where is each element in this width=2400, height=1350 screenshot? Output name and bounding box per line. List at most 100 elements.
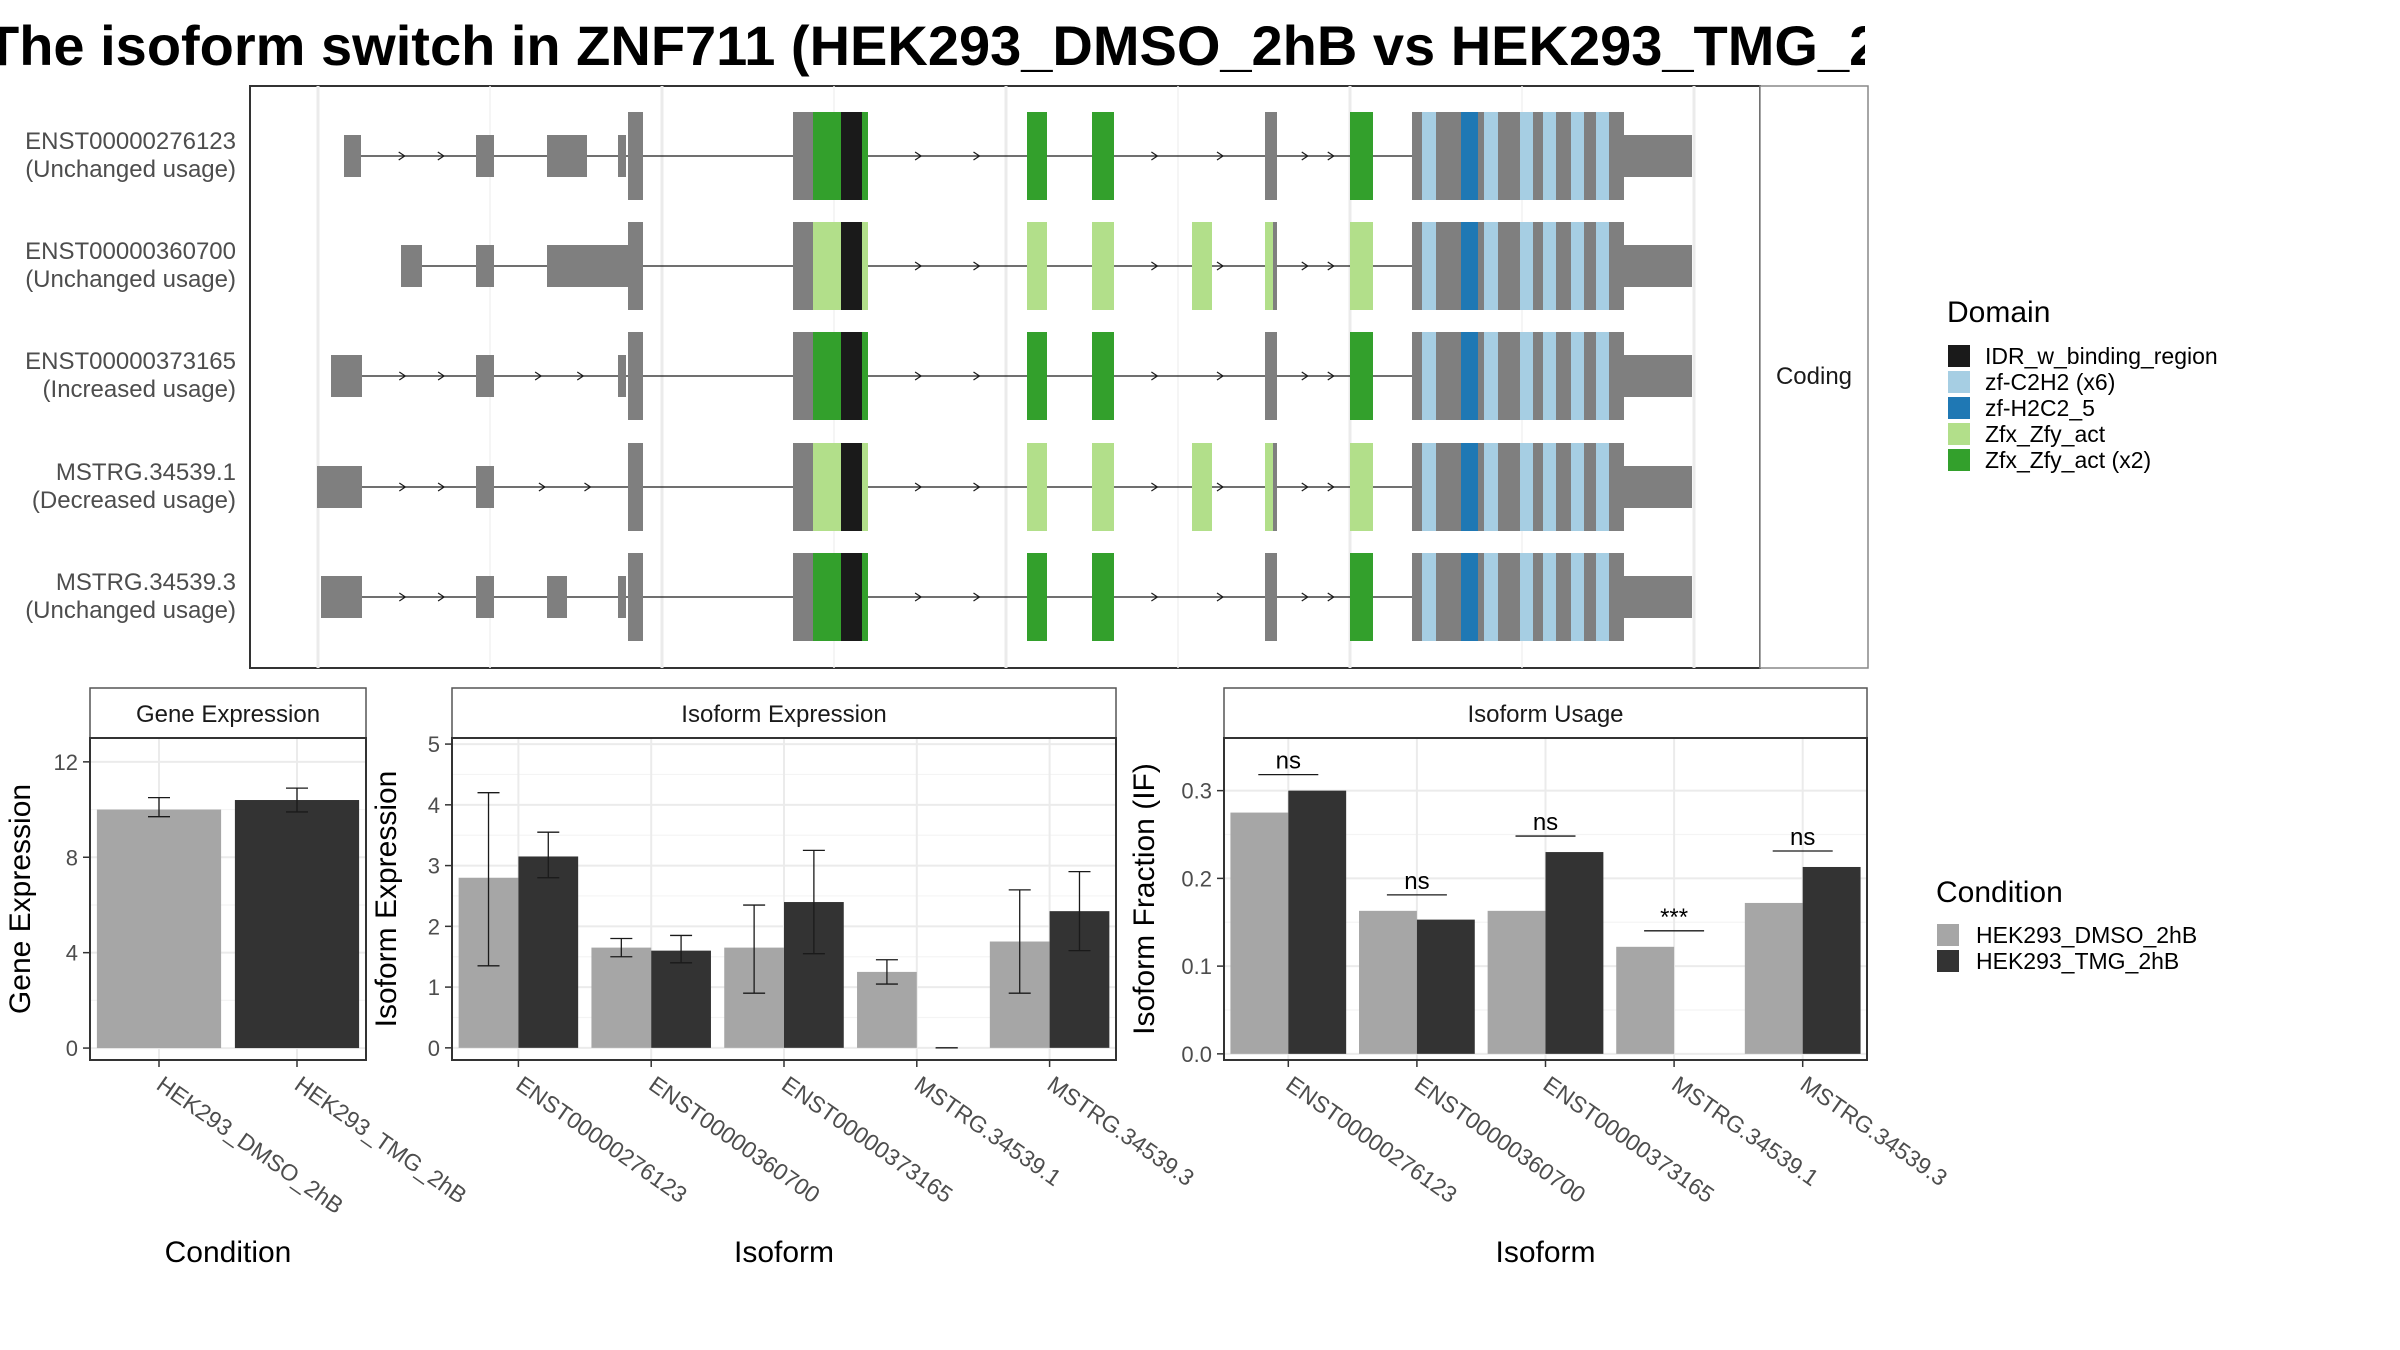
utr-exon [344,135,361,177]
exon [628,443,643,531]
zinc-finger-segment [1571,332,1584,420]
legend-label: HEK293_DMSO_2hB [1976,922,2197,948]
domain-exon [1027,222,1047,310]
y-tick-label: 1 [428,975,440,1000]
zinc-finger-segment [1571,112,1584,200]
utr-exon [476,135,494,177]
intron-arrow [1301,482,1309,492]
utr-exon [401,245,422,287]
legend-label: zf-H2C2_5 [1985,395,2095,421]
y-tick-label: 4 [428,793,440,818]
significance-label: ns [1790,824,1815,851]
utr-exon [547,135,587,177]
zinc-finger-segment [1609,332,1624,420]
idr-exon [841,553,862,641]
intron-arrow [538,482,547,492]
zinc-finger-segment [1422,332,1436,420]
panel-title: Gene Expression [136,701,320,728]
bar [1487,910,1546,1054]
domain-exon [1350,443,1373,531]
intron-arrow [1151,482,1159,492]
x-axis-title: Condition [165,1236,292,1269]
zinc-finger-segment [1478,332,1484,420]
intron-arrow [534,371,543,381]
zinc-finger-segment [1543,332,1556,420]
zinc-finger-segment [1498,443,1520,531]
utr-exon [1624,576,1692,618]
intron-arrow [914,592,923,602]
intron-arrow [973,371,981,381]
zinc-finger-segment [1461,332,1478,420]
zinc-finger-segment [1584,332,1596,420]
domain-exon [1092,443,1114,531]
bar [1416,919,1475,1054]
bar [591,947,652,1048]
isoform-label: ENST00000373165 [25,348,236,375]
intron-arrow [914,371,923,381]
intron-arrow [914,151,923,161]
y-tick-label: 4 [66,941,78,966]
exon [1273,222,1277,310]
domain-exon [1265,553,1273,641]
exon [793,332,813,420]
utr-exon [547,576,567,618]
idr-exon [841,112,862,200]
y-tick-label: 3 [428,854,440,879]
x-axis-title: Isoform [1495,1236,1595,1269]
intron-arrow [398,151,406,161]
bar [1616,946,1675,1054]
zinc-finger-segment [1422,112,1436,200]
domain-exon [1027,443,1047,531]
intron-arrow [1151,592,1159,602]
y-axis-title: Isoform Fraction (IF) [1128,763,1161,1035]
zinc-finger-segment [1571,443,1584,531]
bar [1288,790,1347,1054]
legend-swatch [1937,950,1959,972]
exon [793,553,813,641]
intron-arrow [1301,261,1309,271]
utr-exon [1624,355,1692,397]
idr-exon [841,332,862,420]
zinc-finger-segment [1520,112,1533,200]
domain-exon [1027,332,1047,420]
utr-exon [321,576,362,618]
idr-exon [841,443,862,531]
intron-arrow [973,592,981,602]
intron-arrow [1151,371,1159,381]
exon [628,332,643,420]
exon [1273,332,1277,420]
utr-exon [1624,245,1692,287]
y-tick-label: 0.0 [1181,1042,1212,1067]
zinc-finger-segment [1584,222,1596,310]
zinc-finger-segment [1556,222,1571,310]
isoform-usage-label: (Decreased usage) [32,487,236,514]
intron-arrow [437,592,446,602]
domain-exon [1265,112,1273,200]
utr-exon [317,466,362,508]
zinc-finger-segment [1436,332,1461,420]
intron-arrow [1151,261,1159,271]
zinc-finger-segment [1436,222,1461,310]
x-axis-title: Isoform [734,1236,834,1269]
significance-label: ns [1404,868,1429,895]
bar-panel-isoform-usage: Isoform Usagensnsns***ns0.00.10.20.3ENST… [1128,687,1952,1269]
zinc-finger-segment [1412,553,1422,641]
intron-arrow [1327,261,1335,271]
panel-title: Isoform Usage [1467,701,1623,728]
zinc-finger-segment [1498,553,1520,641]
significance-label: ns [1276,748,1301,775]
legend-swatch [1948,397,1970,419]
isoform-label: ENST00000276123 [25,128,236,155]
isoform-label: ENST00000360700 [25,238,236,265]
zinc-finger-segment [1478,553,1484,641]
zinc-finger-segment [1609,553,1624,641]
legend-swatch [1948,371,1970,393]
intron-arrow [1216,592,1225,602]
zinc-finger-segment [1478,222,1484,310]
intron-arrow [1327,592,1335,602]
panel-strip [1223,687,1868,739]
zinc-finger-segment [1584,443,1596,531]
zinc-finger-segment [1556,332,1571,420]
